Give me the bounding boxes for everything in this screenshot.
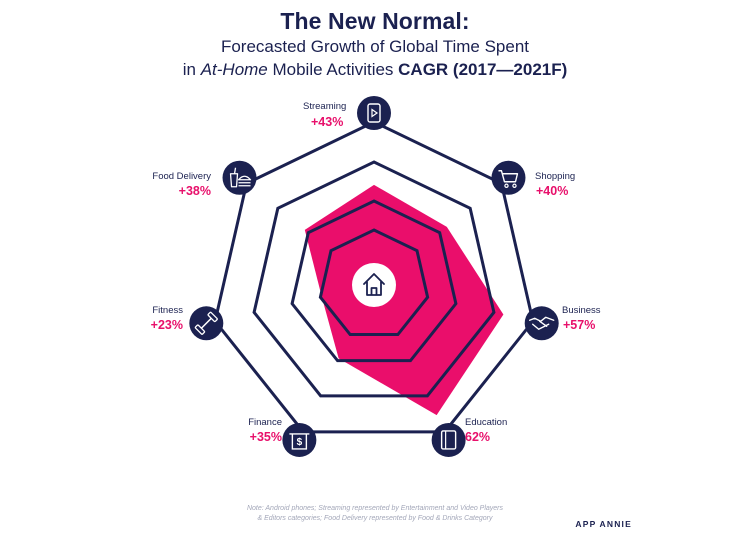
grid-ring-3 bbox=[290, 199, 458, 363]
value-shopping: +40% bbox=[536, 184, 569, 198]
data-polygon bbox=[304, 184, 504, 416]
subtitle-middle: Mobile Activities bbox=[267, 60, 399, 79]
value-education: 62% bbox=[465, 430, 491, 444]
svg-text:$: $ bbox=[297, 437, 303, 448]
money-atm-icon: $ bbox=[282, 422, 317, 457]
value-fitness: +23% bbox=[150, 318, 183, 332]
home-icon bbox=[352, 263, 396, 307]
label-fitness: Fitness bbox=[152, 305, 183, 316]
grid-ring-4 bbox=[318, 228, 430, 337]
subtitle-prefix: in bbox=[182, 60, 201, 79]
label-finance: Finance bbox=[248, 417, 282, 428]
label-shopping: Shopping bbox=[535, 171, 576, 182]
book-icon bbox=[431, 422, 466, 457]
shopping-cart-icon bbox=[491, 160, 526, 195]
chart-title: The New Normal: bbox=[280, 8, 470, 34]
footnote-line2: & Editors categories; Food Delivery repr… bbox=[257, 515, 493, 522]
grid-ring-1 bbox=[213, 120, 535, 434]
value-business: +57% bbox=[563, 318, 596, 332]
chart-subtitle-line2: in At-Home Mobile Activities CAGR (2017—… bbox=[0, 60, 750, 80]
grid-ring-2 bbox=[252, 160, 496, 398]
dumbbell-icon bbox=[189, 306, 224, 341]
value-finance: +35% bbox=[249, 430, 282, 444]
subtitle-cagr: CAGR (2017—2021F) bbox=[398, 60, 568, 79]
value-streaming: +43% bbox=[311, 115, 344, 129]
label-education: Education bbox=[465, 417, 508, 428]
handshake-icon bbox=[524, 306, 559, 341]
footnote-line1: Note: Android phones; Streaming represen… bbox=[246, 505, 504, 512]
value-food-delivery: +38% bbox=[178, 184, 211, 198]
label-business: Business bbox=[562, 305, 601, 316]
subtitle-italic: At-Home bbox=[200, 60, 268, 79]
chart-subtitle-line1: Forecasted Growth of Global Time Spent bbox=[220, 37, 530, 56]
label-food-delivery: Food Delivery bbox=[152, 171, 211, 182]
tablet-play-icon bbox=[357, 96, 391, 130]
fast-food-icon bbox=[222, 160, 257, 195]
footnote: Note: Android phones; Streaming represen… bbox=[0, 504, 750, 524]
brand-logo: APP ANNIE bbox=[575, 519, 632, 529]
label-streaming: Streaming bbox=[303, 101, 347, 112]
